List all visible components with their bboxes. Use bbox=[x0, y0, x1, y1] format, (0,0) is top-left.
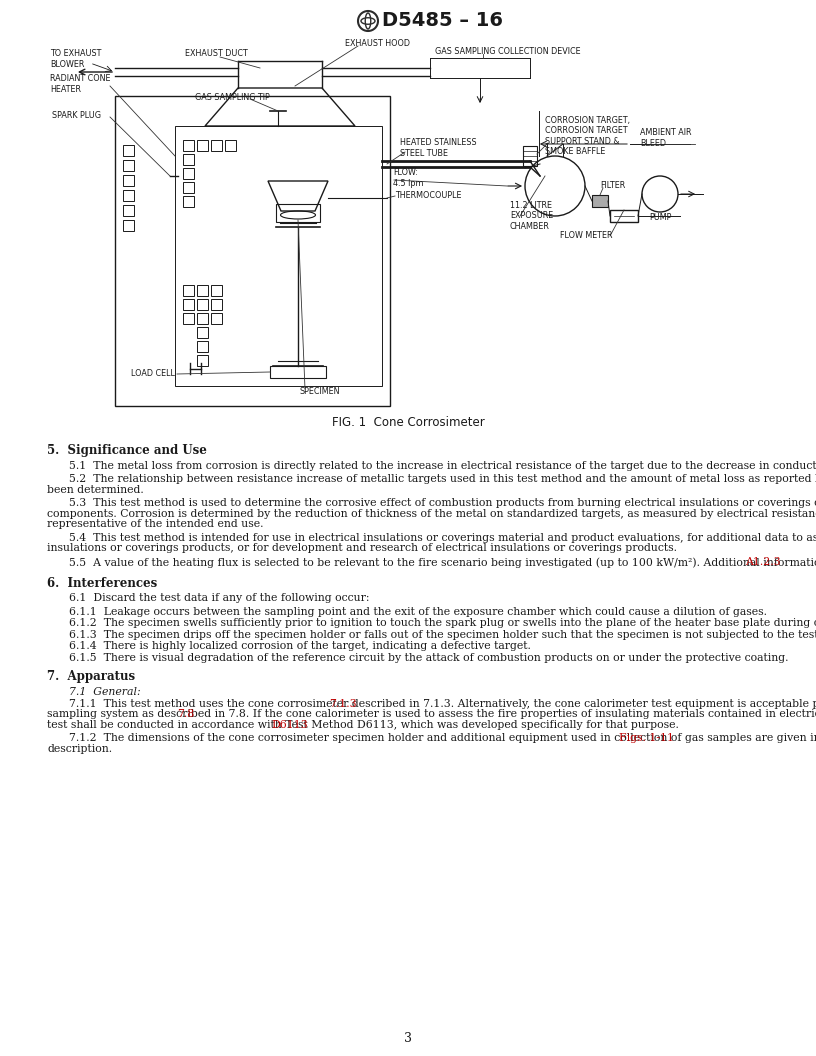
Bar bbox=[123, 220, 134, 231]
Bar bbox=[592, 195, 608, 207]
Bar bbox=[197, 299, 208, 310]
Text: 6.1.4  There is highly localized corrosion of the target, indicating a defective: 6.1.4 There is highly localized corrosio… bbox=[69, 641, 531, 652]
Text: 6.  Interferences: 6. Interferences bbox=[47, 577, 157, 589]
Bar bbox=[197, 285, 208, 296]
Bar bbox=[211, 299, 222, 310]
Bar bbox=[610, 210, 638, 222]
Text: 3: 3 bbox=[404, 1032, 412, 1044]
Text: 7.1  General:: 7.1 General: bbox=[69, 687, 140, 697]
Text: 5.  Significance and Use: 5. Significance and Use bbox=[47, 444, 207, 457]
Bar bbox=[123, 145, 134, 156]
Bar bbox=[183, 299, 194, 310]
Bar bbox=[123, 161, 134, 171]
Text: been determined.: been determined. bbox=[47, 485, 144, 495]
Bar bbox=[183, 182, 194, 193]
Bar bbox=[183, 168, 194, 180]
Text: 6.1.1  Leakage occurs between the sampling point and the exit of the exposure ch: 6.1.1 Leakage occurs between the samplin… bbox=[69, 607, 767, 617]
Text: representative of the intended end use.: representative of the intended end use. bbox=[47, 520, 264, 529]
Bar bbox=[115, 96, 390, 406]
Text: LOAD CELL: LOAD CELL bbox=[131, 370, 175, 378]
Text: 11.2 LITRE
EXPOSURE
CHAMBER: 11.2 LITRE EXPOSURE CHAMBER bbox=[510, 201, 553, 231]
Text: 6.1.2  The specimen swells sufficiently prior to ignition to touch the spark plu: 6.1.2 The specimen swells sufficiently p… bbox=[69, 619, 816, 628]
Text: HEATED STAINLESS
STEEL TUBE: HEATED STAINLESS STEEL TUBE bbox=[400, 138, 477, 157]
Bar bbox=[225, 140, 236, 151]
Text: A1.2.3: A1.2.3 bbox=[745, 557, 781, 567]
Bar bbox=[183, 285, 194, 296]
Bar bbox=[197, 355, 208, 366]
Text: SPECIMEN: SPECIMEN bbox=[300, 386, 340, 396]
Text: 7.  Apparatus: 7. Apparatus bbox=[47, 671, 135, 683]
Text: AMBIENT AIR
BLEED: AMBIENT AIR BLEED bbox=[640, 128, 691, 148]
Text: RADIANT CONE
HEATER: RADIANT CONE HEATER bbox=[50, 74, 110, 94]
Bar bbox=[197, 327, 208, 338]
Text: 5.3  This test method is used to determine the corrosive effect of combustion pr: 5.3 This test method is used to determin… bbox=[69, 498, 816, 508]
Bar bbox=[270, 366, 326, 378]
Text: SPARK PLUG: SPARK PLUG bbox=[52, 112, 101, 120]
Bar bbox=[123, 190, 134, 201]
Circle shape bbox=[358, 11, 378, 31]
Text: FLOW METER: FLOW METER bbox=[560, 231, 613, 241]
Bar bbox=[123, 205, 134, 216]
Text: TO EXHAUST
BLOWER: TO EXHAUST BLOWER bbox=[50, 50, 101, 69]
Bar bbox=[183, 313, 194, 324]
Text: 5.5  A value of the heating flux is selected to be relevant to the fire scenario: 5.5 A value of the heating flux is selec… bbox=[69, 557, 816, 567]
Text: 7.1.1  This test method uses the cone corrosimeter described in 7.1.3. Alternati: 7.1.1 This test method uses the cone cor… bbox=[69, 699, 816, 709]
Text: components. Corrosion is determined by the reduction of thickness of the metal o: components. Corrosion is determined by t… bbox=[47, 509, 816, 518]
Bar bbox=[276, 204, 320, 222]
Text: sampling system as described in 7.8. If the cone calorimeter is used to assess t: sampling system as described in 7.8. If … bbox=[47, 710, 816, 719]
Ellipse shape bbox=[366, 13, 370, 29]
Bar bbox=[175, 126, 382, 386]
Text: D6113: D6113 bbox=[271, 720, 308, 730]
Text: 5.4  This test method is intended for use in electrical insulations or coverings: 5.4 This test method is intended for use… bbox=[69, 533, 816, 543]
Bar bbox=[183, 196, 194, 207]
Text: THERMOCOUPLE: THERMOCOUPLE bbox=[395, 191, 462, 201]
Bar bbox=[197, 313, 208, 324]
Bar bbox=[197, 140, 208, 151]
Text: FIG. 1  Cone Corrosimeter: FIG. 1 Cone Corrosimeter bbox=[331, 415, 485, 429]
Bar bbox=[183, 140, 194, 151]
Text: 7.1.2  The dimensions of the cone corrosimeter specimen holder and additional eq: 7.1.2 The dimensions of the cone corrosi… bbox=[69, 733, 816, 743]
Bar bbox=[211, 285, 222, 296]
Bar bbox=[523, 146, 537, 166]
Text: GAS SAMPLING TIP: GAS SAMPLING TIP bbox=[195, 94, 270, 102]
Text: 6.1.3  The specimen drips off the specimen holder or falls out of the specimen h: 6.1.3 The specimen drips off the specime… bbox=[69, 629, 816, 640]
Text: EXHAUST DUCT: EXHAUST DUCT bbox=[185, 50, 248, 58]
Text: insulations or coverings products, or for development and research of electrical: insulations or coverings products, or fo… bbox=[47, 544, 677, 553]
Text: 6.1  Discard the test data if any of the following occur:: 6.1 Discard the test data if any of the … bbox=[69, 593, 370, 603]
Text: D5485 – 16: D5485 – 16 bbox=[382, 12, 503, 31]
Text: 6.1.5  There is visual degradation of the reference circuit by the attack of com: 6.1.5 There is visual degradation of the… bbox=[69, 653, 788, 663]
Bar bbox=[183, 154, 194, 165]
Bar bbox=[123, 175, 134, 186]
Text: 5.1  The metal loss from corrosion is directly related to the increase in electr: 5.1 The metal loss from corrosion is dir… bbox=[69, 460, 816, 471]
Text: EXHAUST HOOD: EXHAUST HOOD bbox=[345, 39, 410, 49]
Text: GAS SAMPLING COLLECTION DEVICE: GAS SAMPLING COLLECTION DEVICE bbox=[435, 46, 581, 56]
Text: FLOW:
4.5 lpm: FLOW: 4.5 lpm bbox=[393, 168, 424, 188]
Bar bbox=[211, 313, 222, 324]
Text: 7.8: 7.8 bbox=[177, 710, 194, 719]
Text: FILTER: FILTER bbox=[600, 182, 625, 190]
Text: PUMP: PUMP bbox=[649, 213, 672, 223]
Text: description.: description. bbox=[47, 743, 112, 754]
Text: Figs. 1-11: Figs. 1-11 bbox=[619, 733, 674, 743]
Bar bbox=[197, 341, 208, 352]
Text: test shall be conducted in accordance with Test Method D6113, which was develope: test shall be conducted in accordance wi… bbox=[47, 720, 679, 730]
Text: CORROSION TARGET,
CORROSION TARGET
SUPPORT STAND &
SMOKE BAFFLE: CORROSION TARGET, CORROSION TARGET SUPPO… bbox=[545, 116, 630, 156]
Bar bbox=[211, 140, 222, 151]
Text: 7.1.3: 7.1.3 bbox=[330, 699, 357, 709]
Text: 5.2  The relationship between resistance increase of metallic targets used in th: 5.2 The relationship between resistance … bbox=[69, 474, 816, 485]
